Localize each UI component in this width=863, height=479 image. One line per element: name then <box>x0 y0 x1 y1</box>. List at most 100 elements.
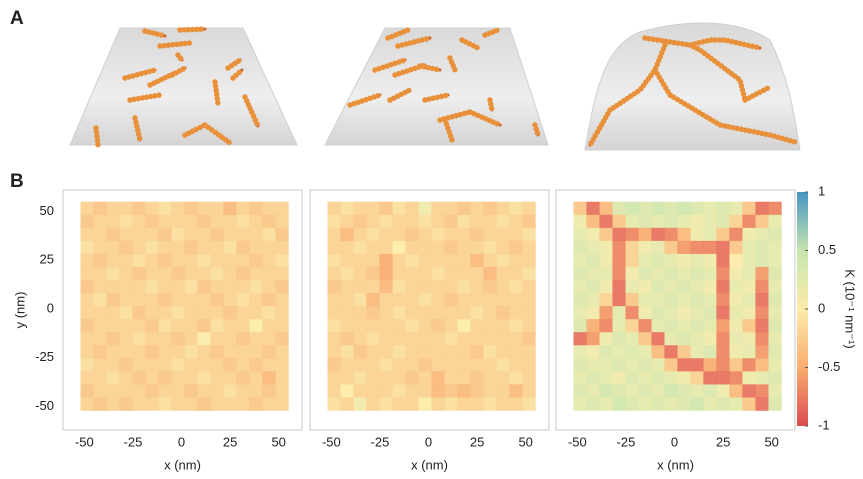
heatmap-cell <box>509 384 522 397</box>
heatmap-cell <box>158 228 171 241</box>
heatmap-cell <box>210 332 223 345</box>
heatmap-cell <box>690 241 703 254</box>
heatmap-cell <box>223 228 236 241</box>
heatmap-cell <box>80 319 93 332</box>
heatmap-cell <box>522 332 535 345</box>
heatmap-cell <box>457 215 470 228</box>
heatmap-cell <box>599 215 612 228</box>
heatmap-cell <box>522 215 535 228</box>
heatmap-cell <box>275 332 288 345</box>
heatmap-cell <box>223 215 236 228</box>
heatmap-cell <box>340 215 353 228</box>
heatmap-cell <box>742 306 755 319</box>
heatmap-cell <box>612 306 625 319</box>
heatmap-cell <box>353 293 366 306</box>
heatmap-cell <box>171 241 184 254</box>
heatmap-cell <box>379 345 392 358</box>
heatmap-cell <box>275 267 288 280</box>
heatmap-cell <box>145 306 158 319</box>
heatmap-cell <box>729 241 742 254</box>
heatmap-cell <box>444 358 457 371</box>
heatmap-cell <box>651 384 664 397</box>
heatmap-cell <box>366 241 379 254</box>
heatmap-cell <box>483 358 496 371</box>
heatmap-cell <box>418 384 431 397</box>
heatmap-cell <box>664 293 677 306</box>
heatmap-cell <box>392 215 405 228</box>
heatmap-cell <box>742 215 755 228</box>
heatmap-cell <box>729 254 742 267</box>
heatmap-cell <box>586 319 599 332</box>
heatmap-cell <box>392 293 405 306</box>
heatmap-cell <box>353 202 366 215</box>
heatmap-cell <box>262 228 275 241</box>
heatmap-cell <box>145 267 158 280</box>
heatmap-cell <box>638 306 651 319</box>
heatmap-cell <box>496 254 509 267</box>
heatmap-cell <box>366 358 379 371</box>
heatmap-cell <box>768 254 781 267</box>
heatmap-cell <box>457 202 470 215</box>
x-tick-label: 0 <box>425 434 432 449</box>
heatmap-cell <box>638 280 651 293</box>
heatmap-cell <box>158 319 171 332</box>
heatmap-cell <box>742 384 755 397</box>
heatmap-cell <box>93 384 106 397</box>
heatmap-cell <box>444 306 457 319</box>
heatmap-cell <box>690 358 703 371</box>
heatmap-cell <box>573 384 586 397</box>
heatmap-cell <box>638 371 651 384</box>
heatmap-cell <box>249 371 262 384</box>
heatmap-cell <box>249 228 262 241</box>
heatmap-cell <box>496 293 509 306</box>
heatmap-cell <box>275 319 288 332</box>
heatmap-cell <box>366 332 379 345</box>
heatmap-cell <box>379 306 392 319</box>
heatmap-cell <box>612 371 625 384</box>
heatmap-cell <box>431 293 444 306</box>
heatmap-cell <box>119 397 132 410</box>
heatmap-cell <box>366 293 379 306</box>
heatmap-cell <box>158 267 171 280</box>
heatmap-cell <box>236 358 249 371</box>
heatmap-cell <box>275 202 288 215</box>
heatmap-cell <box>223 397 236 410</box>
heatmap-cell <box>379 332 392 345</box>
heatmap-cell <box>210 215 223 228</box>
heatmap-cell <box>703 384 716 397</box>
heatmap-cell <box>729 358 742 371</box>
heatmap-cell <box>573 215 586 228</box>
heatmap-cell <box>496 319 509 332</box>
heatmap-cell <box>405 228 418 241</box>
heatmap-cell <box>184 384 197 397</box>
heatmap-cell <box>418 215 431 228</box>
heatmap-cell <box>262 371 275 384</box>
heatmap-cell <box>509 202 522 215</box>
render-3 <box>585 23 800 150</box>
heatmap-cell <box>431 319 444 332</box>
heatmap-cell <box>444 241 457 254</box>
heatmap-cell <box>119 306 132 319</box>
heatmap-cell <box>768 293 781 306</box>
heatmap-cell <box>444 254 457 267</box>
heatmap-cell <box>197 215 210 228</box>
heatmap-cell <box>651 241 664 254</box>
heatmap-cell <box>262 267 275 280</box>
heatmap-cell <box>93 228 106 241</box>
heatmap-cell <box>210 319 223 332</box>
heatmap-cell <box>470 345 483 358</box>
heatmap-cell <box>93 293 106 306</box>
heatmap-cell <box>106 267 119 280</box>
heatmap-cell <box>340 293 353 306</box>
heatmap-cell <box>573 202 586 215</box>
heatmap-cell <box>171 319 184 332</box>
heatmap-cell <box>703 397 716 410</box>
heatmap-cell <box>612 280 625 293</box>
x-tick-label: 0 <box>178 434 185 449</box>
heatmap-cell <box>638 345 651 358</box>
heatmap-cell <box>158 254 171 267</box>
heatmap-cell <box>392 202 405 215</box>
heatmap-cell <box>158 293 171 306</box>
heatmap-cell <box>638 254 651 267</box>
heatmap-cell <box>145 384 158 397</box>
